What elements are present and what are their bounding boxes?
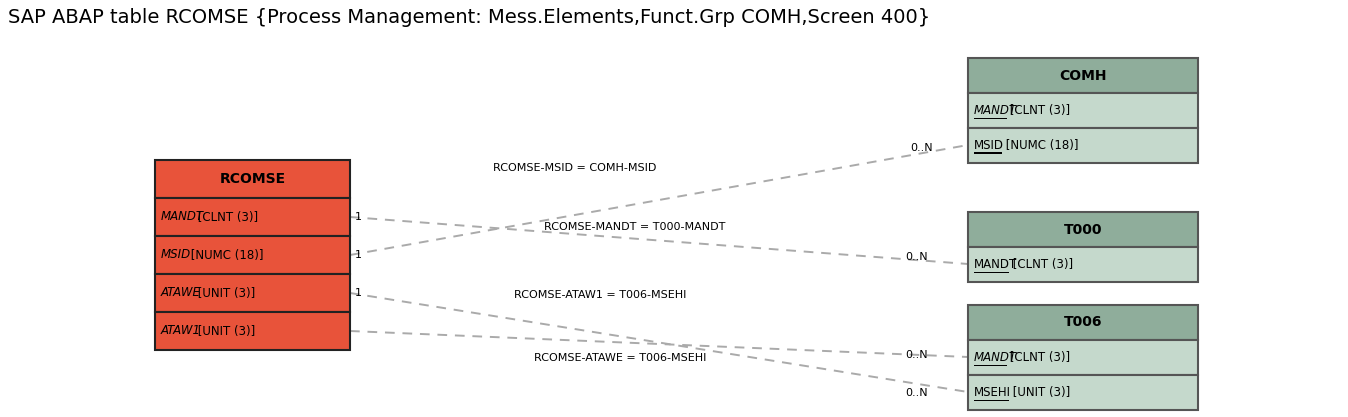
Text: [CLNT (3)]: [CLNT (3)]: [1007, 351, 1070, 364]
Text: [UNIT (3)]: [UNIT (3)]: [194, 324, 255, 337]
Bar: [975, 118, 1007, 119]
Text: 0..N: 0..N: [905, 350, 927, 360]
Text: [CLNT (3)]: [CLNT (3)]: [194, 211, 257, 224]
Bar: [968, 212, 1198, 247]
Text: [NUMC (18)]: [NUMC (18)]: [1002, 139, 1078, 152]
Text: MSEHI: MSEHI: [975, 386, 1011, 399]
Text: 0..N: 0..N: [910, 143, 933, 153]
Bar: [968, 305, 1198, 340]
Bar: [968, 58, 1198, 93]
Text: T000: T000: [1064, 223, 1103, 236]
Text: [CLNT (3)]: [CLNT (3)]: [1010, 258, 1073, 271]
Bar: [968, 247, 1198, 282]
Text: 0..N: 0..N: [905, 388, 927, 398]
Text: 1: 1: [355, 288, 363, 298]
Text: ATAW1: ATAW1: [160, 324, 201, 337]
Text: 1: 1: [355, 250, 363, 260]
Text: [UNIT (3)]: [UNIT (3)]: [194, 286, 255, 299]
Bar: [155, 198, 350, 236]
Text: T006: T006: [1064, 316, 1103, 329]
Bar: [975, 399, 1010, 401]
Bar: [155, 236, 350, 274]
Bar: [968, 128, 1198, 163]
Bar: [968, 340, 1198, 375]
Text: COMH: COMH: [1060, 68, 1107, 83]
Text: [NUMC (18)]: [NUMC (18)]: [187, 249, 263, 261]
Bar: [975, 271, 1010, 273]
Text: RCOMSE-ATAW1 = T006-MSEHI: RCOMSE-ATAW1 = T006-MSEHI: [514, 290, 686, 300]
Text: MANDT: MANDT: [975, 104, 1016, 117]
Text: 0..N: 0..N: [905, 252, 927, 262]
Bar: [975, 364, 1007, 366]
Text: [UNIT (3)]: [UNIT (3)]: [1010, 386, 1070, 399]
Text: 1: 1: [355, 212, 363, 222]
Bar: [968, 375, 1198, 410]
Text: MANDT: MANDT: [160, 211, 204, 224]
Text: SAP ABAP table RCOMSE {Process Management: Mess.Elements,Funct.Grp COMH,Screen 4: SAP ABAP table RCOMSE {Process Managemen…: [8, 8, 930, 27]
Text: MANDT: MANDT: [975, 351, 1016, 364]
Text: MANDT: MANDT: [975, 258, 1018, 271]
Text: RCOMSE-ATAWE = T006-MSEHI: RCOMSE-ATAWE = T006-MSEHI: [534, 353, 706, 363]
Text: ATAWE: ATAWE: [160, 286, 201, 299]
Bar: [968, 93, 1198, 128]
Bar: [155, 274, 350, 312]
Text: RCOMSE-MSID = COMH-MSID: RCOMSE-MSID = COMH-MSID: [493, 163, 656, 173]
Bar: [155, 312, 350, 350]
Text: RCOMSE: RCOMSE: [220, 172, 286, 186]
Bar: [155, 160, 350, 198]
Text: MSID: MSID: [160, 249, 191, 261]
Text: [CLNT (3)]: [CLNT (3)]: [1007, 104, 1070, 117]
Text: RCOMSE-MANDT = T000-MANDT: RCOMSE-MANDT = T000-MANDT: [545, 222, 725, 232]
Bar: [975, 153, 1002, 154]
Text: MSID: MSID: [975, 139, 1004, 152]
